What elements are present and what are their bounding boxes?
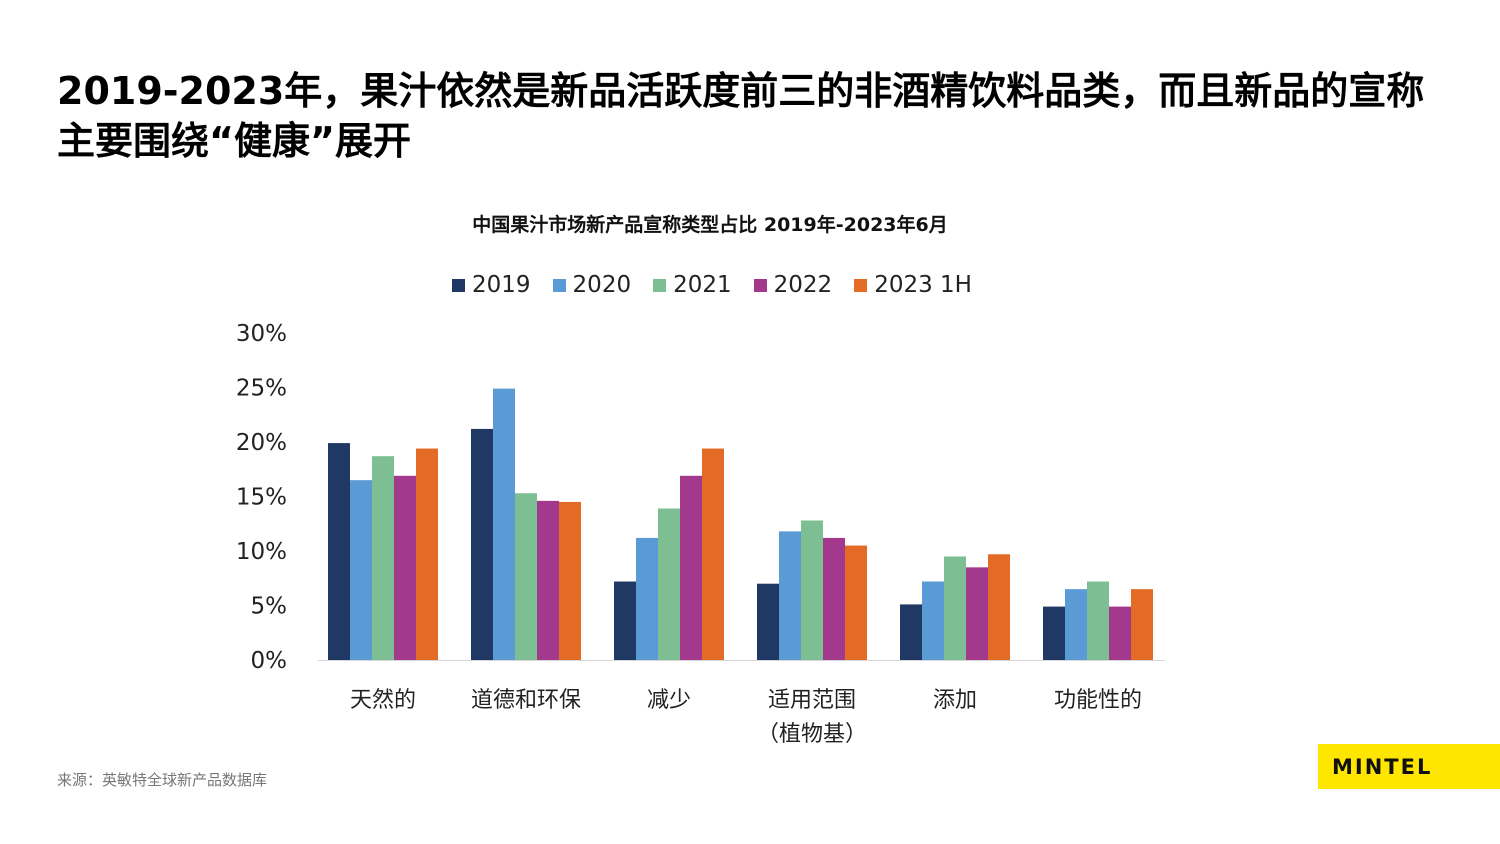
legend-label: 2021: [673, 272, 732, 298]
bar: [900, 604, 922, 660]
legend-label: 2023 1H: [874, 272, 972, 298]
bar: [944, 556, 966, 660]
y-tick-label: 30%: [236, 321, 287, 347]
bar: [394, 475, 416, 660]
bar: [757, 583, 779, 660]
bar: [845, 545, 867, 660]
legend-item: 2023 1H: [854, 272, 972, 298]
chart-title: 中国果汁市场新产品宣称类型占比 2019年-2023年6月: [472, 214, 948, 236]
source-note: 来源：英敏特全球新产品数据库: [57, 771, 268, 789]
bar: [922, 581, 944, 660]
bar: [680, 475, 702, 660]
legend-swatch: [753, 278, 767, 292]
legend-swatch: [552, 278, 566, 292]
legend-item: 2019: [452, 272, 531, 298]
y-tick-label: 0%: [251, 648, 288, 674]
x-tick-label: 添加: [933, 688, 977, 713]
slide-title: 2019-2023年，果汁依然是新品活跃度前三的非酒精饮料品类，而且新品的宣称主…: [57, 69, 1425, 163]
bar: [372, 456, 394, 660]
x-tick-label: 适用范围（植物基）: [757, 688, 867, 747]
legend: 2019 2020 2021 2022 2023 1H: [452, 272, 972, 298]
bar: [614, 581, 636, 660]
x-tick-label: 道德和环保: [471, 688, 581, 713]
legend-label: 2022: [773, 272, 833, 298]
x-tick-label: 天然的: [350, 688, 416, 713]
y-tick-label: 20%: [236, 430, 287, 456]
bar: [559, 501, 581, 660]
y-tick-label: 15%: [236, 485, 287, 511]
y-tick-label: 25%: [236, 376, 287, 402]
bar: [471, 428, 493, 660]
mintel-logo: MINTEL: [1318, 744, 1500, 789]
bar: [801, 520, 823, 660]
bar: [779, 531, 801, 660]
bar: [493, 388, 515, 660]
legend-swatch: [452, 278, 465, 292]
legend-swatch: [653, 278, 667, 292]
bar: [1087, 581, 1109, 660]
bar: [702, 448, 724, 660]
bar: [1043, 606, 1065, 660]
bar: [823, 537, 845, 660]
legend-label: 2020: [572, 272, 632, 298]
legend-swatch: [854, 278, 868, 292]
bar: [416, 448, 438, 660]
y-tick-label: 10%: [236, 539, 287, 565]
legend-item: 2020: [552, 272, 632, 298]
legend-label: 2019: [472, 272, 531, 298]
y-tick-label: 5%: [251, 594, 288, 620]
bar: [1109, 606, 1131, 660]
bar: [636, 537, 658, 660]
bar: [988, 554, 1010, 660]
bar: [966, 567, 988, 660]
x-tick-label: 减少: [647, 688, 691, 713]
x-tick-label: 功能性的: [1054, 688, 1142, 713]
legend-item: 2022: [753, 272, 833, 298]
bar: [537, 500, 559, 660]
bar: [1131, 589, 1153, 660]
bar: [1065, 589, 1087, 660]
bar: [658, 508, 680, 660]
bar: [515, 493, 537, 660]
bar: [328, 443, 350, 660]
bar: [350, 480, 372, 660]
legend-item: 2021: [653, 272, 732, 298]
